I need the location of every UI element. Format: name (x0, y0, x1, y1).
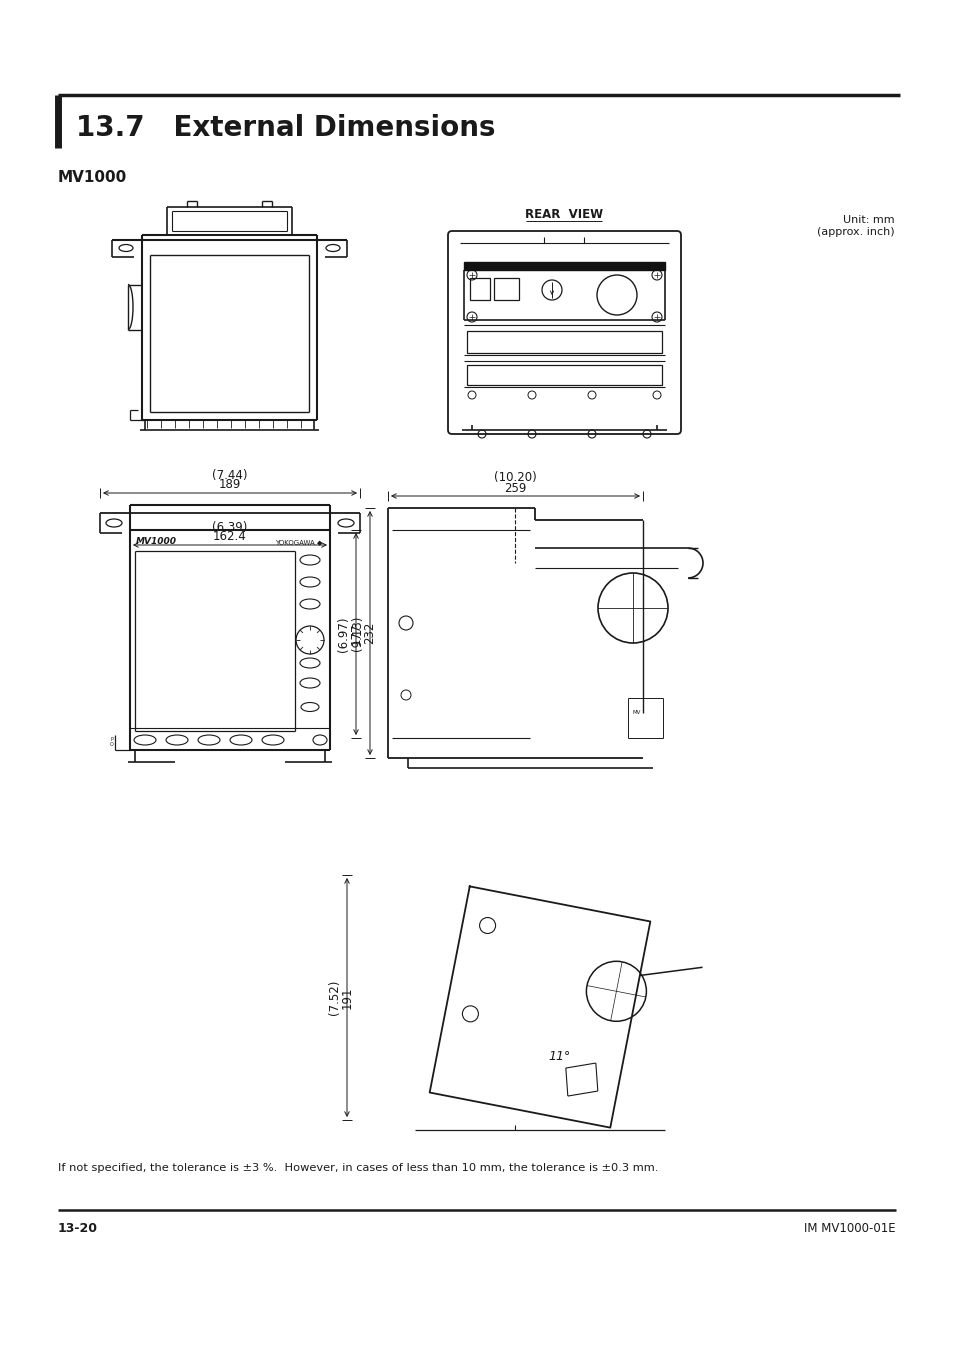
Text: MV1000: MV1000 (58, 170, 127, 185)
Text: (6.97): (6.97) (337, 616, 350, 652)
Text: P
O: P O (110, 737, 113, 748)
Text: 11°: 11° (548, 1050, 571, 1064)
Text: 13-20: 13-20 (58, 1222, 98, 1234)
Text: MV1000: MV1000 (136, 537, 177, 547)
Bar (470, 278, 490, 300)
Text: 162.4: 162.4 (213, 531, 247, 544)
Text: (7.52): (7.52) (328, 980, 341, 1015)
Polygon shape (429, 887, 650, 1127)
Text: (9.13): (9.13) (351, 616, 364, 651)
Text: (10.20): (10.20) (494, 471, 537, 485)
Text: 189: 189 (218, 478, 241, 491)
Bar (463, 262, 664, 270)
Text: If not specified, the tolerance is ±3 %.  However, in cases of less than 10 mm, : If not specified, the tolerance is ±3 %.… (58, 1162, 658, 1173)
Text: REAR  VIEW: REAR VIEW (524, 208, 602, 221)
Bar (467, 331, 661, 352)
Text: 191: 191 (340, 987, 354, 1008)
Text: (7.44): (7.44) (212, 468, 248, 482)
Text: YOKOGAWA ◆: YOKOGAWA ◆ (274, 539, 322, 545)
Text: 259: 259 (504, 482, 526, 494)
Bar (467, 364, 661, 385)
Text: MV: MV (633, 710, 640, 716)
Bar (494, 278, 518, 300)
Text: 232: 232 (363, 622, 376, 644)
Text: 177: 177 (349, 622, 362, 645)
Text: (6.39): (6.39) (213, 521, 248, 533)
Text: Unit: mm
(approx. inch): Unit: mm (approx. inch) (817, 215, 894, 236)
Text: 13.7   External Dimensions: 13.7 External Dimensions (76, 113, 495, 142)
Text: IM MV1000-01E: IM MV1000-01E (803, 1222, 895, 1234)
